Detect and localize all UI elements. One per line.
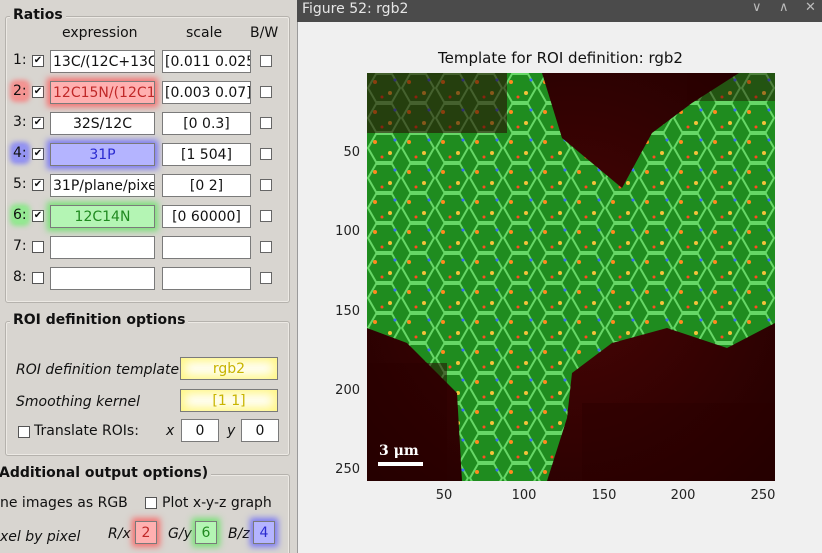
ratio-expression-input[interactable]: 32S/12C [50, 112, 155, 135]
x-tick-label: 250 [750, 488, 776, 503]
ratio-bw-checkbox[interactable] [260, 241, 272, 253]
ratio-bw-checkbox[interactable] [260, 272, 272, 284]
figure-window: Figure 52: rgb2 ∨ ∧ ✕ Template for ROI d… [297, 0, 822, 553]
ratio-bw-checkbox[interactable] [260, 210, 272, 222]
y-tick-label: 250 [335, 462, 360, 477]
pixel-by-pixel-label: xel by pixel [0, 529, 81, 545]
y-label: y [227, 423, 236, 439]
ratio-expression-input[interactable]: 31P [50, 143, 155, 166]
ratio-expression-input[interactable]: 12C14N [50, 205, 155, 228]
ratio-expression-input[interactable]: 31P/plane/pixe [50, 174, 155, 197]
ratio-scale-input[interactable] [162, 267, 251, 290]
bz-label: B/z [228, 526, 250, 542]
ratio-bw-checkbox[interactable] [260, 117, 272, 129]
close-icon[interactable]: ✕ [805, 0, 816, 15]
smoothing-kernel-input[interactable]: [1 1] [180, 389, 278, 412]
ratio-enable-checkbox[interactable]: ✔ [32, 55, 44, 67]
rx-input[interactable]: 2 [135, 521, 157, 544]
x-tick-label: 150 [591, 488, 617, 503]
chevron-down-icon[interactable]: ∨ [752, 0, 762, 15]
ratio-scale-input[interactable]: [0 2] [162, 174, 251, 197]
ratio-row-label: 8: [13, 269, 27, 285]
ratio-scale-input[interactable]: [0.011 0.025 [162, 50, 251, 73]
plot-xyz-label: Plot x-y-z graph [162, 495, 272, 511]
roi-template-input[interactable]: rgb2 [180, 357, 278, 380]
bz-input[interactable]: 4 [253, 521, 275, 544]
ratio-enable-checkbox[interactable]: ✔ [32, 117, 44, 129]
ratio-bw-checkbox[interactable] [260, 179, 272, 191]
ratio-expression-input[interactable]: 13C/(12C+13C [50, 50, 155, 73]
chevron-up-icon[interactable]: ∧ [779, 0, 789, 15]
ratio-bw-checkbox[interactable] [260, 55, 272, 67]
ratio-bw-checkbox[interactable] [260, 148, 272, 160]
plot-title: Template for ROI definition: rgb2 [438, 49, 683, 67]
ratio-row-label: 1: [13, 52, 27, 68]
ratio-scale-input[interactable]: [1 504] [162, 143, 251, 166]
gy-input[interactable]: 6 [195, 521, 217, 544]
y-offset-input[interactable]: 0 [241, 419, 279, 442]
y-tick-label: 100 [335, 224, 360, 239]
x-tick-label: 100 [511, 488, 537, 503]
ratio-enable-checkbox[interactable]: ✔ [32, 210, 44, 222]
ratio-bw-checkbox[interactable] [260, 86, 272, 98]
translate-rois-checkbox[interactable] [18, 426, 30, 438]
rgb-image-graphic [367, 73, 775, 481]
figure-titlebar[interactable]: Figure 52: rgb2 ∨ ∧ ✕ [297, 0, 822, 22]
x-tick-label: 50 [435, 488, 453, 503]
smoothing-kernel-label: Smoothing kernel [16, 394, 140, 410]
ratio-expression-input[interactable] [50, 236, 155, 259]
ratios-title: Ratios [10, 7, 66, 23]
x-offset-input[interactable]: 0 [181, 419, 219, 442]
y-tick-label: 200 [335, 383, 360, 398]
scalebar-label: 3 μm [379, 443, 419, 459]
figure-window-title: Figure 52: rgb2 [302, 1, 409, 17]
ratio-row-label: 5: [13, 176, 27, 192]
ratio-enable-checkbox[interactable] [32, 241, 44, 253]
ratio-enable-checkbox[interactable]: ✔ [32, 148, 44, 160]
x-tick-label: 200 [670, 488, 696, 503]
bw-column-header: B/W [250, 25, 279, 41]
gy-label: G/y [168, 526, 192, 542]
x-label: x [166, 423, 175, 439]
y-tick-label: 50 [343, 145, 360, 160]
translate-rois-label: Translate ROIs: [34, 423, 139, 439]
expression-column-header: expression [62, 25, 138, 41]
ratio-scale-input[interactable]: [0 0.3] [162, 112, 251, 135]
ratio-enable-checkbox[interactable] [32, 272, 44, 284]
ratio-row-label: 3: [13, 114, 27, 130]
rx-label: R/x [108, 526, 131, 542]
ratios-group [5, 16, 290, 303]
ratio-scale-input[interactable]: [0.003 0.07] [162, 81, 251, 104]
figure-canvas: Template for ROI definition: rgb2 [297, 22, 822, 553]
ratio-row-label: 4: [13, 145, 27, 161]
roi-options-title: ROI definition options [10, 312, 189, 328]
scale-column-header: scale [186, 25, 223, 41]
ratio-expression-input[interactable]: 12C15N/(12C1 [50, 81, 155, 104]
plot-xyz-checkbox[interactable] [145, 497, 157, 509]
control-panel: Ratios expression scale B/W 1: ✔ 13C/(12C+… [0, 0, 297, 553]
combine-rgb-label: ne images as RGB [0, 495, 128, 511]
ratio-row-label: 6: [13, 207, 27, 223]
ratio-expression-input[interactable] [50, 267, 155, 290]
rgb-image[interactable]: 3 μm [367, 73, 775, 481]
additional-output-title: Additional output options) [0, 465, 212, 481]
ratio-row-label: 7: [13, 238, 27, 254]
y-tick-label: 150 [335, 304, 360, 319]
ratio-row-label: 2: [13, 83, 27, 99]
ratio-enable-checkbox[interactable]: ✔ [32, 179, 44, 191]
ratio-enable-checkbox[interactable]: ✔ [32, 86, 44, 98]
ratio-scale-input[interactable]: [0 60000] [162, 205, 251, 228]
roi-template-label: ROI definition template [16, 362, 180, 378]
ratio-scale-input[interactable] [162, 236, 251, 259]
